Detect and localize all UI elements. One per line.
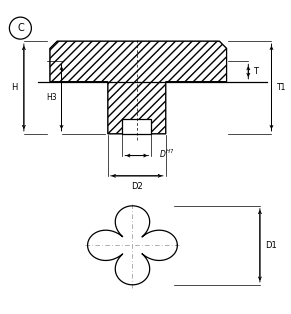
Text: D1: D1 [265,241,277,250]
Text: H3: H3 [47,93,57,102]
Text: H: H [11,83,18,92]
Polygon shape [122,119,151,134]
Polygon shape [50,41,227,134]
Text: D2: D2 [131,182,143,191]
Text: C: C [17,23,24,33]
Text: T: T [253,67,258,76]
Text: T1: T1 [277,83,286,92]
Text: $D^{H7}$: $D^{H7}$ [159,148,174,160]
